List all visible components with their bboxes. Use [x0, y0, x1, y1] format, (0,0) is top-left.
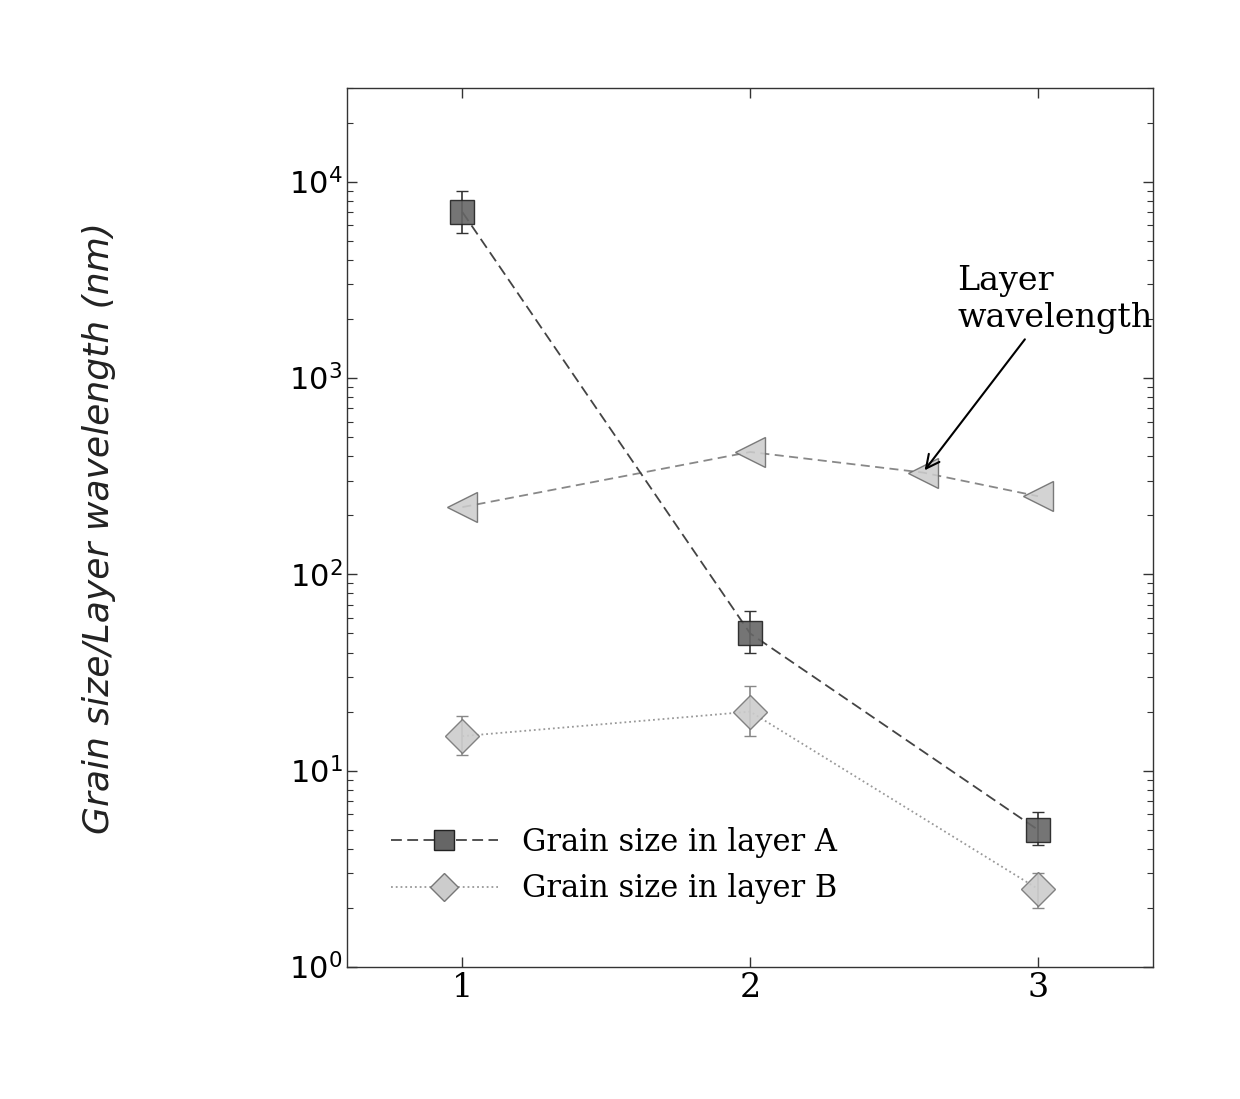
Legend: Grain size in layer A, Grain size in layer B: Grain size in layer A, Grain size in lay… — [378, 815, 849, 917]
Text: Grain size/Layer wavelength (nm): Grain size/Layer wavelength (nm) — [82, 222, 117, 833]
Text: Layer
wavelength: Layer wavelength — [926, 265, 1153, 468]
